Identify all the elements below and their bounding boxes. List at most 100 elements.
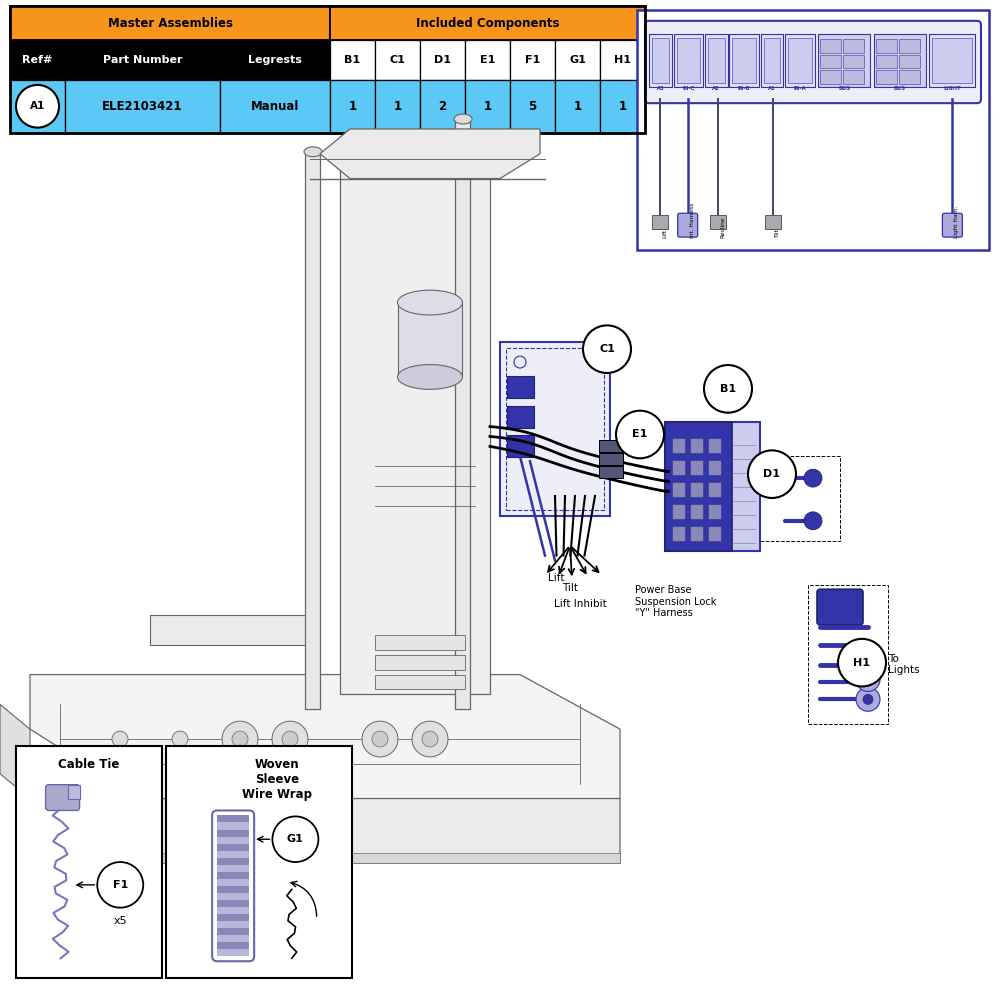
FancyBboxPatch shape [729,34,759,87]
Circle shape [583,325,631,373]
Ellipse shape [398,291,462,315]
FancyBboxPatch shape [217,893,249,900]
FancyBboxPatch shape [899,70,920,84]
Text: Master Assemblies: Master Assemblies [108,17,232,30]
Circle shape [222,721,258,757]
Polygon shape [375,675,465,689]
Circle shape [804,469,822,487]
Circle shape [172,731,188,747]
Text: A2: A2 [712,86,720,91]
Text: BUS: BUS [838,86,850,91]
FancyBboxPatch shape [510,79,555,133]
FancyBboxPatch shape [220,79,330,133]
Text: B1: B1 [344,55,361,64]
FancyBboxPatch shape [65,41,220,79]
Text: Legrests: Legrests [248,55,302,64]
Text: x5: x5 [113,917,127,927]
Text: Tilt: Tilt [562,583,578,593]
FancyBboxPatch shape [672,438,685,453]
FancyBboxPatch shape [217,865,249,872]
FancyBboxPatch shape [217,822,249,829]
FancyBboxPatch shape [217,858,249,865]
FancyBboxPatch shape [599,440,623,452]
Text: E1: E1 [480,55,495,64]
Polygon shape [665,422,760,551]
FancyBboxPatch shape [710,215,726,229]
FancyBboxPatch shape [899,39,920,53]
FancyBboxPatch shape [375,41,420,79]
FancyBboxPatch shape [10,79,65,133]
FancyBboxPatch shape [507,435,534,457]
Text: A1: A1 [768,86,776,91]
FancyBboxPatch shape [217,836,249,843]
FancyBboxPatch shape [600,79,645,133]
Circle shape [748,450,796,498]
FancyBboxPatch shape [674,34,703,87]
Ellipse shape [454,114,472,124]
FancyBboxPatch shape [16,746,162,978]
FancyBboxPatch shape [899,55,920,68]
FancyBboxPatch shape [876,39,897,53]
Text: Lift: Lift [662,229,667,238]
FancyBboxPatch shape [690,504,703,519]
FancyBboxPatch shape [600,41,645,79]
Text: H1: H1 [614,55,631,64]
FancyBboxPatch shape [817,589,863,625]
Polygon shape [140,853,620,863]
Circle shape [282,731,298,747]
FancyBboxPatch shape [217,872,249,879]
Text: IN-A: IN-A [794,86,806,91]
Circle shape [856,668,880,691]
Polygon shape [375,655,465,670]
Text: Woven
Sleeve
Wire Wrap: Woven Sleeve Wire Wrap [242,758,312,801]
FancyBboxPatch shape [166,746,352,978]
Text: 1: 1 [618,100,627,113]
Ellipse shape [398,365,462,390]
Polygon shape [455,121,470,709]
Text: F1: F1 [525,55,540,64]
FancyBboxPatch shape [217,929,249,935]
FancyBboxPatch shape [217,921,249,929]
Polygon shape [398,303,462,377]
Polygon shape [665,422,732,551]
FancyBboxPatch shape [217,949,249,956]
Text: 1: 1 [573,100,582,113]
FancyBboxPatch shape [876,70,897,84]
FancyBboxPatch shape [217,900,249,907]
FancyBboxPatch shape [217,815,249,822]
Polygon shape [0,704,30,799]
FancyBboxPatch shape [330,79,375,133]
Circle shape [856,687,880,711]
Text: Recline: Recline [720,216,725,238]
FancyBboxPatch shape [942,213,962,237]
FancyBboxPatch shape [649,34,672,87]
FancyBboxPatch shape [690,482,703,497]
Circle shape [172,751,188,767]
Text: A1: A1 [30,101,45,111]
FancyBboxPatch shape [217,886,249,893]
FancyBboxPatch shape [874,34,926,87]
Text: 1: 1 [393,100,402,113]
FancyBboxPatch shape [818,34,870,87]
Text: G1: G1 [569,55,586,64]
Circle shape [856,648,880,672]
FancyBboxPatch shape [929,34,975,87]
Polygon shape [320,129,540,179]
FancyBboxPatch shape [510,41,555,79]
Polygon shape [340,159,490,694]
FancyBboxPatch shape [705,34,728,87]
FancyBboxPatch shape [708,438,721,453]
FancyBboxPatch shape [652,38,669,83]
FancyBboxPatch shape [820,55,841,68]
Circle shape [863,655,873,665]
FancyBboxPatch shape [46,785,80,810]
FancyBboxPatch shape [330,41,375,79]
FancyBboxPatch shape [690,460,703,475]
FancyBboxPatch shape [708,504,721,519]
FancyBboxPatch shape [708,460,721,475]
Circle shape [362,721,398,757]
Text: Light Harn.: Light Harn. [954,205,959,238]
FancyBboxPatch shape [217,942,249,949]
Text: Cable Tie: Cable Tie [58,758,120,771]
FancyBboxPatch shape [708,482,721,497]
